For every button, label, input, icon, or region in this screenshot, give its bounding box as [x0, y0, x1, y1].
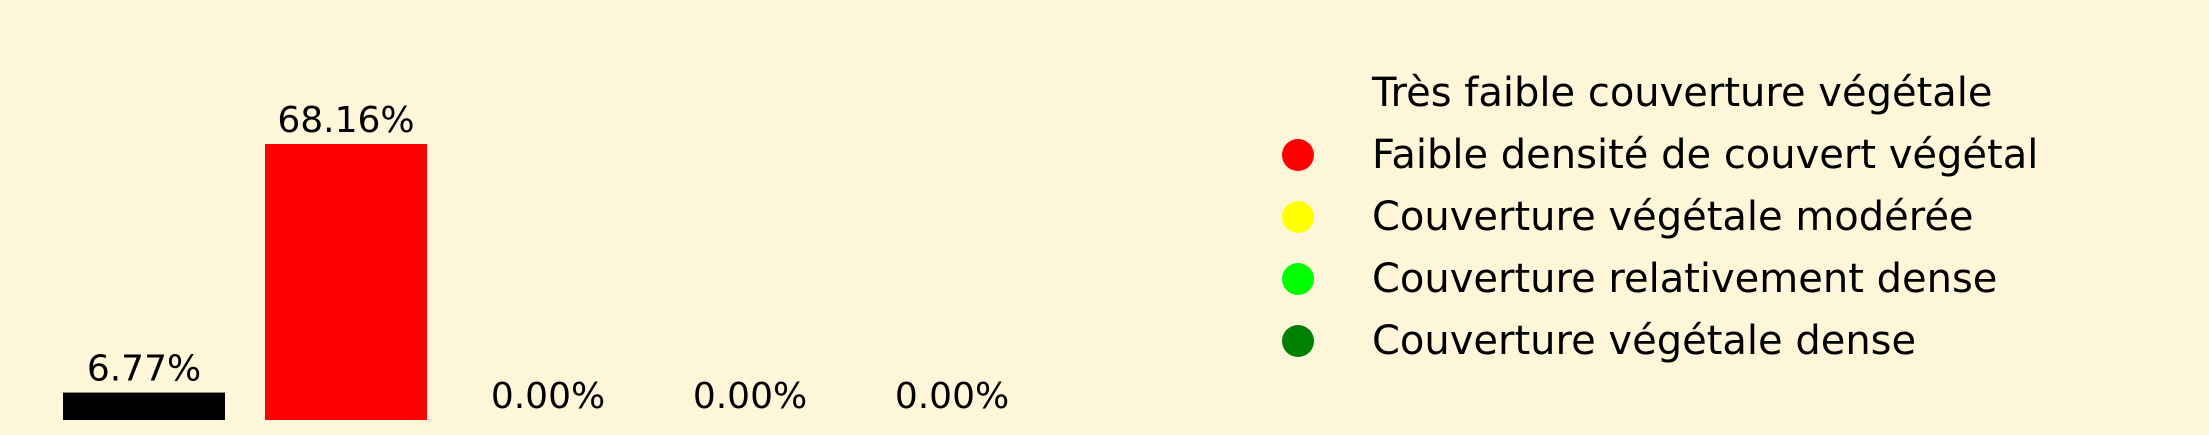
legend-label: Faible densité de couvert végétal — [1372, 132, 2039, 178]
legend-item: Couverture végétale modérée — [1270, 186, 2038, 248]
legend-marker-icon — [1282, 77, 1314, 109]
bar-value-label: 68.16% — [277, 100, 414, 141]
legend-marker-icon — [1282, 139, 1314, 171]
legend-label: Très faible couverture végétale — [1372, 70, 1993, 116]
legend-marker-icon — [1282, 263, 1314, 295]
bar-value-label: 0.00% — [895, 376, 1009, 417]
bar-value-label: 0.00% — [693, 376, 807, 417]
legend-marker-icon — [1282, 325, 1314, 357]
legend-marker-icon — [1282, 201, 1314, 233]
bar — [265, 144, 427, 420]
legend-item: Couverture relativement dense — [1270, 248, 2038, 310]
legend-label: Couverture végétale modérée — [1372, 194, 1974, 240]
legend-item: Couverture végétale dense — [1270, 310, 2038, 372]
legend-item: Très faible couverture végétale — [1270, 62, 2038, 124]
bar — [63, 392, 225, 420]
chart-legend: Très faible couverture végétale Faible d… — [1270, 62, 2038, 372]
legend-label: Couverture relativement dense — [1372, 256, 1998, 302]
bar-value-label: 6.77% — [87, 349, 201, 390]
legend-label: Couverture végétale dense — [1372, 318, 1917, 364]
legend-item: Faible densité de couvert végétal — [1270, 124, 2038, 186]
bar-value-label: 0.00% — [491, 376, 605, 417]
